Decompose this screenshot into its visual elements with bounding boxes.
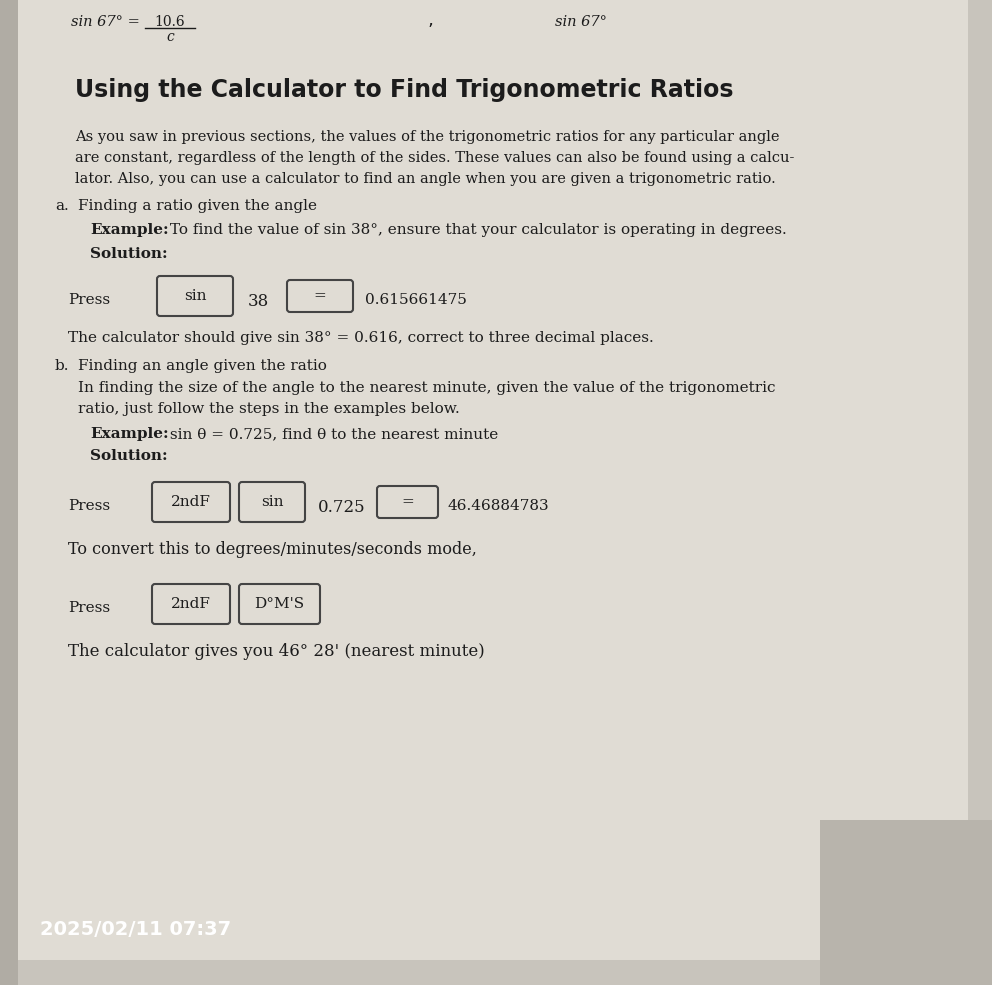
- Text: To find the value of sin 38°, ensure that your calculator is operating in degree: To find the value of sin 38°, ensure tha…: [165, 223, 787, 237]
- Text: are constant, regardless of the length of the sides. These values can also be fo: are constant, regardless of the length o…: [75, 151, 795, 165]
- Text: 2ndF: 2ndF: [171, 495, 211, 509]
- Text: Press: Press: [68, 499, 110, 513]
- FancyBboxPatch shape: [377, 486, 438, 518]
- FancyBboxPatch shape: [157, 276, 233, 316]
- Text: Solution:: Solution:: [90, 247, 168, 261]
- Bar: [820, 820, 992, 985]
- Text: The calculator should give sin 38° = 0.616, correct to three decimal places.: The calculator should give sin 38° = 0.6…: [68, 331, 654, 345]
- FancyBboxPatch shape: [239, 482, 305, 522]
- Text: =: =: [401, 495, 414, 509]
- Text: 38: 38: [248, 293, 269, 310]
- Bar: [0, 0, 18, 985]
- Text: lator. Also, you can use a calculator to find an angle when you are given a trig: lator. Also, you can use a calculator to…: [75, 172, 776, 186]
- Text: In finding the size of the angle to the nearest minute, given the value of the t: In finding the size of the angle to the …: [78, 381, 776, 395]
- FancyBboxPatch shape: [152, 482, 230, 522]
- Text: As you saw in previous sections, the values of the trigonometric ratios for any : As you saw in previous sections, the val…: [75, 130, 780, 144]
- Text: Press: Press: [68, 601, 110, 615]
- Text: sin: sin: [261, 495, 284, 509]
- Text: 10.6: 10.6: [155, 15, 186, 29]
- Text: Example:: Example:: [90, 223, 169, 237]
- Text: Finding an angle given the ratio: Finding an angle given the ratio: [78, 359, 327, 373]
- Text: 2025/02/11 07:37: 2025/02/11 07:37: [40, 920, 231, 939]
- Text: 2ndF: 2ndF: [171, 597, 211, 611]
- FancyBboxPatch shape: [152, 584, 230, 624]
- Text: 0.725: 0.725: [318, 499, 366, 516]
- Text: sin 67° =: sin 67° =: [71, 15, 140, 29]
- Text: sin 67°: sin 67°: [555, 15, 607, 29]
- Text: sin: sin: [184, 289, 206, 303]
- Text: Using the Calculator to Find Trigonometric Ratios: Using the Calculator to Find Trigonometr…: [75, 78, 733, 102]
- Text: =: =: [313, 289, 326, 303]
- Text: Finding a ratio given the angle: Finding a ratio given the angle: [78, 199, 317, 213]
- Text: Solution:: Solution:: [90, 449, 168, 463]
- FancyBboxPatch shape: [287, 280, 353, 312]
- Text: 46.46884783: 46.46884783: [448, 499, 550, 513]
- Text: c: c: [166, 30, 174, 44]
- Text: To convert this to degrees/minutes/seconds mode,: To convert this to degrees/minutes/secon…: [68, 541, 477, 558]
- Text: a.: a.: [55, 199, 68, 213]
- Text: Press: Press: [68, 293, 110, 307]
- Text: b.: b.: [55, 359, 69, 373]
- Text: Example:: Example:: [90, 427, 169, 441]
- Text: 0.615661475: 0.615661475: [365, 293, 467, 307]
- Text: ratio, just follow the steps in the examples below.: ratio, just follow the steps in the exam…: [78, 402, 459, 416]
- Text: sin θ = 0.725, find θ to the nearest minute: sin θ = 0.725, find θ to the nearest min…: [165, 427, 498, 441]
- Text: The calculator gives you 46° 28' (nearest minute): The calculator gives you 46° 28' (neares…: [68, 643, 485, 660]
- Text: D°M'S: D°M'S: [254, 597, 305, 611]
- Text: ’: ’: [428, 22, 433, 40]
- FancyBboxPatch shape: [239, 584, 320, 624]
